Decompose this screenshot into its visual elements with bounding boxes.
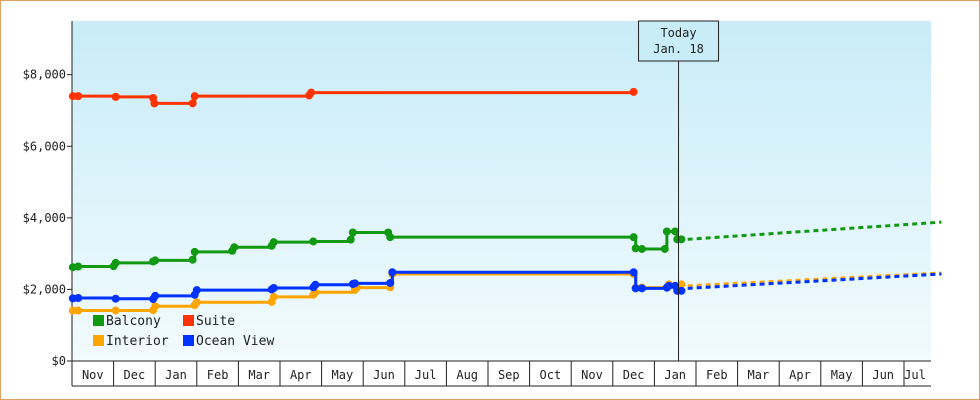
series-ocean-view (68, 268, 942, 304)
x-tick-label: Sep (498, 368, 520, 382)
data-point-ocean-view (677, 286, 686, 295)
today-box (638, 20, 720, 62)
data-point-ocean-view (269, 283, 278, 292)
data-point-interior (677, 280, 686, 289)
y-tick-label: $0 (52, 354, 66, 368)
x-tick-label: Feb (706, 368, 728, 382)
data-point-suite (111, 92, 120, 101)
today-date: Jan. 18 (653, 42, 704, 56)
forecast-line-ocean-view (687, 272, 942, 290)
legend-label: Balcony (106, 314, 161, 329)
data-point-balcony (230, 243, 239, 252)
x-tick-label: Aug (456, 368, 478, 382)
data-point-balcony (660, 244, 669, 253)
x-tick-label: Jul (415, 368, 437, 382)
legend-item-interior: Interior (93, 334, 169, 349)
data-point-ocean-view (386, 278, 395, 287)
data-point-balcony (631, 244, 640, 253)
y-tick-label: $2,000 (23, 282, 66, 296)
x-tick-label: Dec (623, 368, 645, 382)
x-tick-label: May (831, 368, 853, 382)
legend-item-balcony: Balcony (93, 314, 161, 329)
legend-label: Ocean View (196, 334, 274, 349)
x-tick-label: Apr (290, 368, 312, 382)
x-tick-label: Mar (248, 368, 270, 382)
data-point-ocean-view (311, 280, 320, 289)
x-tick-label: Oct (540, 368, 562, 382)
data-point-ocean-view (192, 286, 201, 295)
data-point-balcony (637, 244, 646, 253)
data-point-interior (192, 298, 201, 307)
data-point-balcony (662, 227, 671, 236)
data-point-ocean-view (111, 294, 120, 303)
data-point-interior (111, 306, 120, 315)
legend-item-suite: Suite (183, 314, 235, 329)
x-tick-label: Jan (664, 368, 686, 382)
data-point-ocean-view (388, 268, 397, 277)
data-point-ocean-view (151, 291, 160, 300)
data-point-balcony (677, 235, 686, 244)
x-tick-label: Nov (82, 368, 104, 382)
data-point-balcony (188, 255, 197, 264)
data-point-balcony (190, 247, 199, 256)
data-point-ocean-view (74, 294, 83, 303)
data-point-balcony (348, 228, 357, 237)
x-tick-label: Jan (165, 368, 187, 382)
x-tick-label: Feb (207, 368, 229, 382)
data-point-balcony (386, 233, 395, 242)
data-point-balcony (346, 235, 355, 244)
data-point-interior (269, 292, 278, 301)
data-point-suite (188, 99, 197, 108)
data-point-balcony (309, 237, 318, 246)
series-balcony (68, 220, 942, 272)
legend-item-ocean-view: Ocean View (183, 334, 274, 349)
legend-swatch (93, 315, 104, 326)
x-tick-label: Jun (373, 368, 395, 382)
data-point-suite (74, 92, 83, 101)
x-tick-label: May (332, 368, 354, 382)
x-tick-label: Jun (872, 368, 894, 382)
y-tick-label: $4,000 (23, 211, 66, 225)
y-tick-label: $8,000 (23, 68, 66, 82)
legend-swatch (93, 335, 104, 346)
x-tick-label: Jul (904, 368, 926, 382)
data-point-interior (74, 306, 83, 315)
y-tick-label: $6,000 (23, 139, 66, 153)
data-point-suite (190, 92, 199, 101)
data-point-interior (151, 302, 160, 311)
data-point-balcony (269, 238, 278, 247)
data-point-balcony (111, 258, 120, 267)
data-point-balcony (629, 233, 638, 242)
legend-swatch (183, 315, 194, 326)
legend-label: Suite (196, 314, 235, 329)
legend-swatch (183, 335, 194, 346)
forecast-line-balcony (687, 220, 942, 241)
x-tick-label: Nov (581, 368, 603, 382)
data-point-ocean-view (631, 284, 640, 293)
data-point-suite (629, 87, 638, 96)
series-suite (68, 87, 638, 108)
data-point-ocean-view (664, 281, 673, 290)
data-point-balcony (74, 262, 83, 271)
today-label: Today (660, 26, 696, 40)
data-point-ocean-view (629, 268, 638, 277)
data-point-suite (150, 99, 159, 108)
data-point-ocean-view (350, 279, 359, 288)
x-tick-label: Mar (748, 368, 770, 382)
data-point-suite (307, 88, 316, 97)
x-tick-label: Apr (789, 368, 811, 382)
x-tick-label: Dec (124, 368, 146, 382)
legend-label: Interior (106, 334, 169, 349)
data-point-balcony (151, 256, 160, 265)
plot-background (72, 21, 931, 361)
data-point-balcony (671, 227, 680, 236)
data-point-ocean-view (637, 284, 646, 293)
